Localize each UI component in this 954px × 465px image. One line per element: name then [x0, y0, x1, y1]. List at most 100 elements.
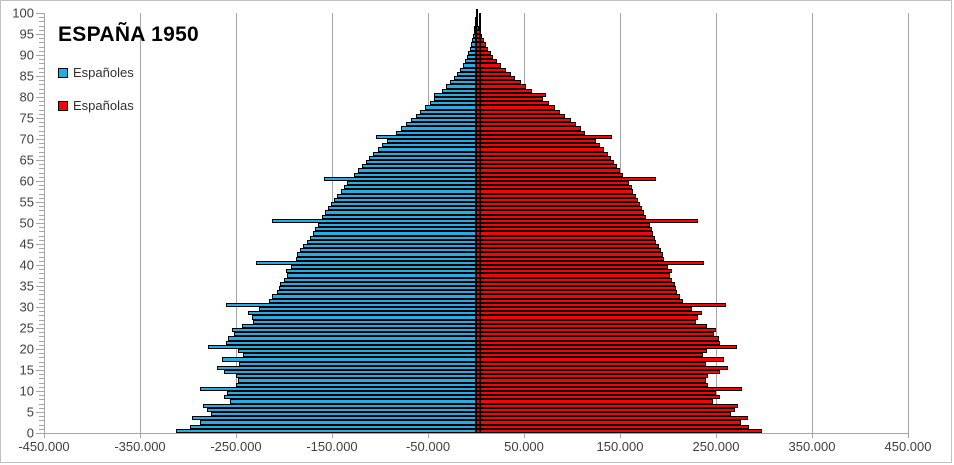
category-axis-major-tick	[36, 13, 44, 14]
category-axis-label: 75	[19, 110, 34, 126]
category-axis-minor-tick	[39, 21, 44, 23]
bar-españolas-age-14	[476, 370, 720, 375]
bar-españolas-age-45	[476, 239, 657, 244]
bar-españoles-age-18	[242, 353, 476, 358]
category-axis-minor-tick	[39, 235, 44, 237]
category-axis-minor-tick	[39, 403, 44, 405]
bar-españolas-age-89	[476, 55, 494, 60]
bar-españoles-age-56	[336, 193, 476, 198]
value-axis-tick	[716, 433, 717, 438]
category-axis-minor-tick	[39, 206, 44, 208]
category-axis-minor-tick	[39, 105, 44, 107]
category-axis-minor-tick	[39, 210, 44, 212]
legend-swatch-icon-espanolas	[58, 100, 68, 111]
bar-españoles-age-91	[470, 46, 476, 51]
bar-españoles-age-55	[333, 197, 476, 202]
bar-españolas-age-9	[476, 391, 716, 396]
bar-españoles-age-63	[361, 164, 476, 169]
bar-españolas-age-94	[476, 34, 482, 39]
bar-españolas-age-25	[476, 323, 708, 328]
bar-españolas-age-18	[476, 353, 703, 358]
category-axis-label: 100	[12, 5, 34, 21]
category-axis-minor-tick	[39, 357, 44, 359]
plot-area	[39, 8, 909, 434]
bar-españolas-age-77	[476, 105, 555, 110]
bar-españoles-age-23	[234, 332, 476, 337]
bar-españolas-age-81	[476, 88, 532, 93]
bar-españolas-age-67	[476, 147, 604, 152]
category-axis-minor-tick	[39, 88, 44, 90]
bar-españolas-age-76	[476, 109, 561, 114]
category-axis-major-tick	[36, 370, 44, 371]
bar-españolas-age-99	[476, 13, 478, 18]
bar-españoles-age-36	[284, 277, 476, 282]
bar-españolas-age-62	[476, 168, 620, 173]
bar-españoles-age-66	[373, 151, 476, 156]
bar-españolas-age-47	[476, 231, 653, 236]
category-axis-minor-tick	[39, 185, 44, 187]
bar-españoles-age-78	[429, 101, 476, 106]
category-axis-minor-tick	[39, 319, 44, 321]
bar-españolas-age-60	[476, 176, 656, 181]
bar-españoles-age-79	[433, 97, 476, 102]
category-axis-minor-tick	[39, 407, 44, 409]
bar-españoles-age-93	[472, 38, 476, 43]
bar-españolas-age-48	[476, 227, 652, 232]
center-axis-line	[479, 13, 481, 433]
bar-españolas-age-7	[476, 399, 714, 404]
chart-title: ESPAÑA 1950	[58, 23, 200, 46]
bar-españoles-age-25	[241, 323, 476, 328]
gridline-250.000	[716, 13, 717, 433]
bar-españoles-age-80	[433, 92, 476, 97]
category-axis-minor-tick	[39, 315, 44, 317]
gridline-450.000	[908, 13, 909, 433]
category-axis-minor-tick	[39, 113, 44, 115]
bar-españolas-age-55	[476, 197, 639, 202]
bar-españolas-age-64	[476, 160, 615, 165]
bar-españolas-age-40	[476, 260, 705, 265]
legend-label-espanoles: Españoles	[73, 65, 134, 80]
category-axis-minor-tick	[39, 239, 44, 241]
bar-españoles-age-5	[207, 407, 476, 412]
category-axis-minor-tick	[39, 168, 44, 170]
bar-españoles-age-16	[238, 361, 476, 366]
bar-españoles-age-39	[290, 265, 476, 270]
bar-españoles-age-65	[369, 155, 476, 160]
bar-españoles-age-48	[314, 227, 476, 232]
category-axis-major-tick	[36, 307, 44, 308]
category-axis-minor-tick	[39, 294, 44, 296]
category-axis-minor-tick	[39, 92, 44, 94]
bar-españolas-age-1	[476, 424, 749, 429]
bar-españoles-age-75	[415, 113, 476, 118]
bar-españolas-age-87	[476, 63, 501, 68]
bar-españolas-age-32	[476, 294, 681, 299]
bar-españoles-age-35	[280, 281, 476, 286]
bar-españolas-age-37	[476, 273, 670, 278]
value-axis-label: 50.000	[504, 439, 544, 454]
category-axis-label: 85	[19, 68, 34, 84]
category-axis-major-tick	[36, 244, 44, 245]
category-axis-minor-tick	[39, 17, 44, 19]
bar-españolas-age-78	[476, 101, 549, 106]
category-axis-minor-tick	[39, 374, 44, 376]
category-axis-minor-tick	[39, 399, 44, 401]
category-axis-minor-tick	[39, 38, 44, 40]
category-axis-minor-tick	[39, 298, 44, 300]
bar-españolas-age-12	[476, 378, 707, 383]
category-axis-label: 95	[19, 26, 34, 42]
bar-españoles-age-32	[272, 294, 476, 299]
bar-españolas-age-23	[476, 332, 715, 337]
value-axis-label: -150.000	[306, 439, 358, 454]
category-axis-major-tick	[36, 97, 44, 98]
bar-españoles-age-13	[236, 374, 476, 379]
bar-españoles-age-61	[354, 172, 476, 177]
bar-españolas-age-83	[476, 80, 522, 85]
bar-españoles-age-89	[467, 55, 476, 60]
bar-españolas-age-20	[476, 344, 738, 349]
bar-españoles-age-73	[405, 122, 476, 127]
bar-españolas-age-51	[476, 214, 646, 219]
bar-españolas-age-63	[476, 164, 618, 169]
bar-españoles-age-14	[224, 370, 476, 375]
bar-españolas-age-85	[476, 71, 511, 76]
bar-españoles-age-83	[450, 80, 476, 85]
